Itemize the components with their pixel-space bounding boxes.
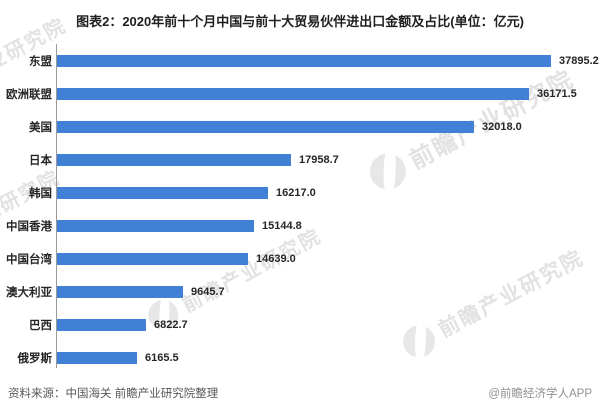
bar-rows: 东盟 37895.2 欧洲联盟 36171.5 美国 32018.0 日本 17958.7 韩国… [0,44,600,374]
bar-row: 巴西 6822.7 [0,308,600,341]
value-label: 6165.5 [145,351,179,364]
bar [57,54,551,67]
value-label: 9645.7 [191,285,225,298]
bar [57,285,183,298]
category-label: 巴西 [29,319,52,332]
value-label: 15144.8 [262,219,302,232]
bar-row: 东盟 37895.2 [0,44,600,77]
bar [57,186,268,199]
value-label: 17958.7 [299,153,339,166]
source-note: 资料来源：中国海关 前瞻产业研究院整理 [8,388,219,400]
bar [57,351,137,364]
bar-row: 中国台湾 14639.0 [0,242,600,275]
value-label: 36171.5 [537,87,577,100]
bar [57,153,291,166]
category-label: 美国 [29,121,52,134]
category-label: 中国香港 [6,220,52,233]
bar-row: 欧洲联盟 36171.5 [0,77,600,110]
bar-row: 日本 17958.7 [0,143,600,176]
category-label: 俄罗斯 [17,352,53,365]
bar-row: 韩国 16217.0 [0,176,600,209]
bar [57,318,146,331]
page-title: 图表2：2020年前十个月中国与前十大贸易伙伴进出口金额及占比(单位：亿元) [76,14,524,29]
bar-row: 俄罗斯 6165.5 [0,341,600,374]
category-label: 中国台湾 [6,253,52,266]
bar [57,252,248,265]
bar [57,219,254,232]
value-label: 16217.0 [276,186,316,199]
category-label: 东盟 [29,55,52,68]
category-label: 欧洲联盟 [6,88,52,101]
value-label: 32018.0 [482,120,522,133]
category-label: 日本 [29,154,52,167]
category-label: 韩国 [29,187,52,200]
bar-row: 中国香港 15144.8 [0,209,600,242]
bar [57,120,474,133]
app-credit: @前瞻经济学人APP [488,388,592,400]
value-label: 37895.2 [559,54,599,67]
bar-row: 澳大利亚 9645.7 [0,275,600,308]
bar-row: 美国 32018.0 [0,110,600,143]
value-label: 14639.0 [256,252,296,265]
value-label: 6822.7 [154,318,188,331]
category-axis-line [56,44,57,368]
bar [57,87,529,100]
category-label: 澳大利亚 [6,286,52,299]
